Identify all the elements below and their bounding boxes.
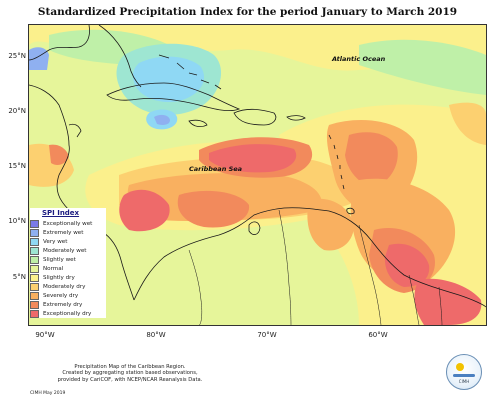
legend-label: Moderately wet xyxy=(43,247,87,254)
lon-tick-60w: 60°W xyxy=(368,331,388,339)
legend-item: Exceptionally dry xyxy=(30,309,106,318)
sun-icon xyxy=(456,363,464,371)
legend-swatch xyxy=(30,309,39,318)
legend-item: Extremely wet xyxy=(30,228,106,237)
legend-swatch xyxy=(30,264,39,273)
lat-tick-20n: 20°N xyxy=(8,107,26,115)
legend-item: Exceptionally wet xyxy=(30,219,106,228)
legend-item: Moderately wet xyxy=(30,246,106,255)
lat-tick-25n: 25°N xyxy=(8,52,26,60)
wave-icon xyxy=(453,374,475,377)
legend-item: Severely dry xyxy=(30,291,106,300)
legend-label: Slightly dry xyxy=(43,274,75,281)
legend-label: Moderately dry xyxy=(43,283,86,290)
legend-label: Exceptionally wet xyxy=(43,220,93,227)
legend-swatch xyxy=(30,228,39,237)
cimh-logo: CIMH xyxy=(446,354,482,390)
legend-label: Severely dry xyxy=(43,292,79,299)
legend-item: Very wet xyxy=(30,237,106,246)
credit-line-2: Created by aggregating station based obs… xyxy=(62,370,198,377)
legend-swatch xyxy=(30,282,39,291)
logo-text: CIMH xyxy=(458,379,470,384)
legend-swatch xyxy=(30,273,39,282)
legend-swatch xyxy=(30,291,39,300)
caribbean-sea-label: Caribbean Sea xyxy=(189,165,243,173)
lat-tick-5n: 5°N xyxy=(12,273,26,281)
legend-item: Slightly wet xyxy=(30,255,106,264)
credit-line-1: Precipitation Map of the Caribbean Regio… xyxy=(74,364,186,370)
legend-label: Exceptionally dry xyxy=(43,310,92,317)
legend-title: SPI Index xyxy=(42,209,80,217)
legend-swatch xyxy=(30,300,39,309)
legend-item: Moderately dry xyxy=(30,282,106,291)
lon-tick-70w: 70°W xyxy=(257,331,277,339)
spi-legend: SPI Index Exceptionally wet Extremely we… xyxy=(30,208,106,318)
lon-tick-80w: 80°W xyxy=(146,331,166,339)
legend-swatch xyxy=(30,219,39,228)
map-credit: Precipitation Map of the Caribbean Regio… xyxy=(30,364,230,383)
legend-item: Extremely dry xyxy=(30,300,106,309)
credit-stamp: CIMH May 2019 xyxy=(30,391,66,396)
legend-label: Extremely wet xyxy=(43,229,84,236)
legend-label: Normal xyxy=(43,265,64,272)
lon-tick-90w: 90°W xyxy=(35,331,55,339)
legend-item: Normal xyxy=(30,264,106,273)
legend-label: Extremely dry xyxy=(43,301,83,308)
map-title: Standardized Precipitation Index for the… xyxy=(37,6,458,18)
legend-item: Slightly dry xyxy=(30,273,106,282)
legend-swatch xyxy=(30,255,39,264)
lat-tick-10n: 10°N xyxy=(8,217,26,225)
legend-swatch xyxy=(30,237,39,246)
legend-label: Slightly wet xyxy=(43,256,76,263)
credit-line-3: provided by CariCOF, with NCEP/NCAR Rean… xyxy=(57,376,203,383)
lat-tick-15n: 15°N xyxy=(8,162,26,170)
atlantic-ocean-label: Atlantic Ocean xyxy=(332,55,386,63)
legend-swatch xyxy=(30,246,39,255)
legend-label: Very wet xyxy=(43,238,68,245)
